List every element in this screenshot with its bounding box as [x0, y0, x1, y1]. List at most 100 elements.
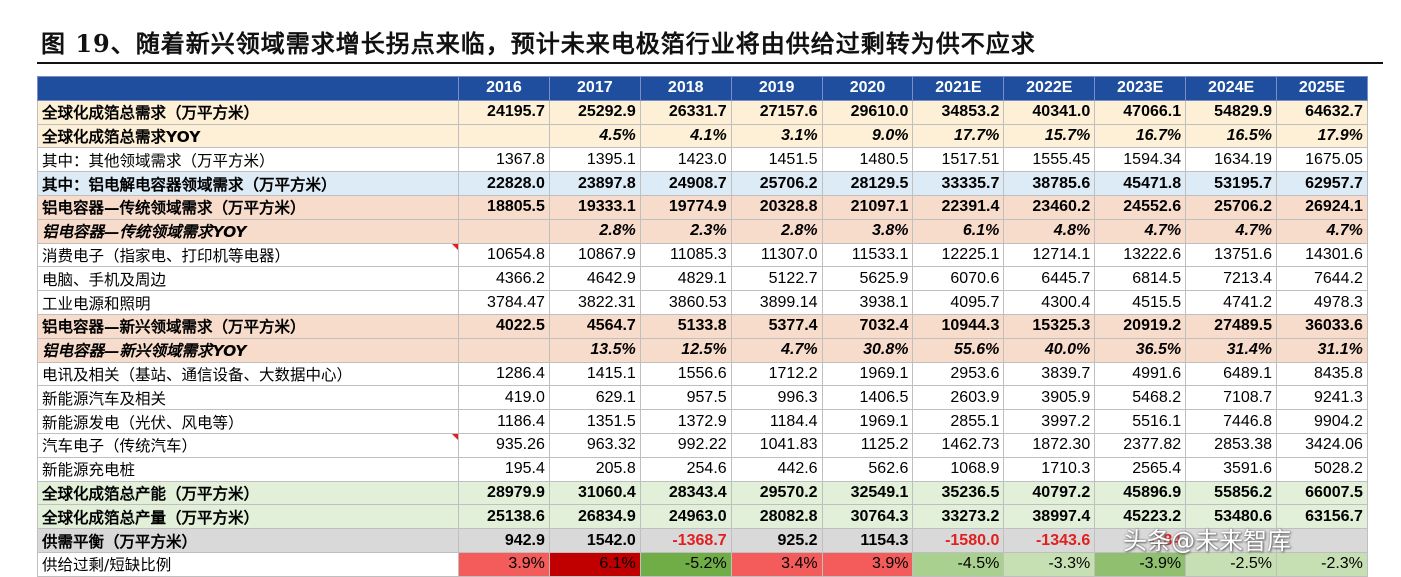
table-cell: 17.7%: [912, 123, 1005, 149]
table-cell: 15325.3: [1003, 313, 1096, 339]
table-row: 铝电容器—新兴领域需求YOY 13.5% 12.5% 4.7% 30.8% 55.6% 40…: [37, 337, 1368, 363]
table-cell: -1580.0: [912, 528, 1005, 553]
row-label: 其中：铝电解电容器领域需求（万平方米）: [37, 171, 459, 196]
table-cell: 24908.7: [639, 171, 732, 196]
table-cell: 3.8%: [821, 218, 914, 244]
table-cell: 1710.3: [1003, 456, 1096, 482]
table-cell: 38997.4: [1003, 504, 1096, 530]
table-cell: 2953.6: [912, 361, 1005, 387]
table-cell: 62957.7: [1276, 171, 1368, 196]
table-cell: 1186.4: [458, 409, 550, 434]
table-cell: 4978.3: [1276, 290, 1368, 315]
table-cell: 1969.1: [821, 361, 914, 387]
table-cell: 31.1%: [1276, 337, 1368, 363]
table-row: 铝电容器—传统领域需求YOY 2.8% 2.3% 2.8% 3.8% 6.1% 4.8% 4.…: [37, 218, 1368, 244]
table-cell: 1675.05: [1276, 147, 1368, 173]
table-cell: -1368.7: [639, 528, 732, 553]
table-cell: 2565.4: [1094, 456, 1187, 482]
table-cell: 3.4%: [730, 551, 823, 577]
table-cell: 1712.2: [730, 361, 823, 387]
table-cell: 4.8%: [1003, 218, 1096, 244]
table-cell: 1423.0: [639, 147, 732, 173]
table-cell: 29610.0: [821, 99, 914, 125]
table-cell: 4.7%: [1094, 218, 1187, 244]
row-label: 供给过剩/短缺比例: [37, 551, 459, 577]
table-cell: 442.6: [730, 456, 823, 482]
table-cell: 2.3%: [639, 218, 732, 244]
data-table-container: 2016 2017 2018 2019 2020 2021E 2022E 202…: [37, 76, 1368, 577]
table-row: 消费电子（指家电、打印机等电器） 10654.8 10867.9 11085.3 113…: [37, 242, 1368, 268]
table-cell: 1068.9: [912, 456, 1005, 482]
table-cell: 1367.8: [458, 147, 550, 173]
table-cell: 3860.53: [639, 290, 732, 315]
table-cell: 4642.9: [548, 266, 641, 292]
table-cell: 30764.3: [821, 504, 914, 530]
table-cell: 66007.5: [1276, 480, 1368, 506]
table-cell: 5468.2: [1094, 385, 1187, 411]
row-label: 电脑、手机及周边: [37, 266, 459, 292]
row-label: 汽车电子（传统汽车）: [37, 432, 459, 458]
table-cell: [1185, 528, 1278, 553]
table-cell: 4564.7: [548, 313, 641, 339]
row-label: 新能源发电（光伏、风电等）: [37, 409, 459, 434]
table-cell: 12714.1: [1003, 242, 1096, 268]
table-row: 全球化成箔总需求（万平方米） 24195.7 25292.9 26331.7 27157…: [37, 99, 1368, 125]
table-cell: 31060.4: [548, 480, 641, 506]
table-cell: 35236.5: [912, 480, 1005, 506]
table-cell: 1555.45: [1003, 147, 1096, 173]
table-cell: -3.3%: [1003, 551, 1096, 577]
table-row: 其中：其他领域需求（万平方米） 1367.8 1395.1 1423.0 1451.5 1…: [37, 147, 1368, 173]
row-label: 铝电容器—新兴领域需求（万平方米）: [37, 313, 459, 339]
table-cell: 6070.6: [912, 266, 1005, 292]
table-cell: 419.0: [458, 385, 550, 411]
row-label: 全球化成箔总需求YOY: [37, 123, 459, 149]
watermark: 头条@未来智库: [1123, 527, 1291, 555]
header-cell: 2019: [730, 76, 823, 101]
table-cell: 1372.9: [639, 409, 732, 434]
table-cell: 4095.7: [912, 290, 1005, 315]
table-cell: -5.2%: [639, 551, 732, 577]
table-cell: 1184.4: [730, 409, 823, 434]
table-cell: 13751.6: [1185, 242, 1278, 268]
table-cell: 1594.34: [1094, 147, 1187, 173]
table-cell: 4.7%: [1185, 218, 1278, 244]
table-cell: 3899.14: [730, 290, 823, 315]
table-cell: 205.8: [548, 456, 641, 482]
table-cell: 996.3: [730, 385, 823, 411]
table-cell: 3.9%: [821, 551, 914, 577]
table-cell: 4300.4: [1003, 290, 1096, 315]
table-cell: 10944.3: [912, 313, 1005, 339]
table-cell: 29570.2: [730, 480, 823, 506]
table-cell: 6.1%: [912, 218, 1005, 244]
row-label: 铝电容器—新兴领域需求YOY: [37, 337, 459, 363]
table-cell: 254.6: [639, 456, 732, 482]
table-cell: 2.8%: [548, 218, 641, 244]
table-cell: 45223.2: [1094, 504, 1187, 530]
table-cell: 40341.0: [1003, 99, 1096, 125]
table-cell: 1969.1: [821, 409, 914, 434]
table-cell: 15.7%: [1003, 123, 1096, 149]
table-cell: 45471.8: [1094, 171, 1187, 196]
table-cell: 23460.2: [1003, 194, 1096, 220]
table-cell: 18805.5: [458, 194, 550, 220]
table-cell: [1276, 528, 1368, 553]
table-row: 新能源发电（光伏、风电等） 1186.4 1351.5 1372.9 1184.4 196…: [37, 409, 1368, 434]
table-cell: 935.26: [458, 432, 550, 458]
table-cell: 23897.8: [548, 171, 641, 196]
table-cell: 4.1%: [639, 123, 732, 149]
table-cell: 55856.2: [1185, 480, 1278, 506]
table-cell: 3.1%: [730, 123, 823, 149]
table-cell: 7446.8: [1185, 409, 1278, 434]
table-cell: 4741.2: [1185, 290, 1278, 315]
table-row: 全球化成箔总需求YOY 4.5% 4.1% 3.1% 9.0% 17.7% 15.7% 16.…: [37, 123, 1368, 149]
table-cell: 12225.1: [912, 242, 1005, 268]
table-cell: 195.4: [458, 456, 550, 482]
table-cell: 6814.5: [1094, 266, 1187, 292]
table-cell: 38785.6: [1003, 171, 1096, 196]
table-cell: 4366.2: [458, 266, 550, 292]
table-cell: 4829.1: [639, 266, 732, 292]
table-cell: 26331.7: [639, 99, 732, 125]
table-cell: 33335.7: [912, 171, 1005, 196]
table-cell: 2.8%: [730, 218, 823, 244]
table-cell: 25706.2: [1185, 194, 1278, 220]
